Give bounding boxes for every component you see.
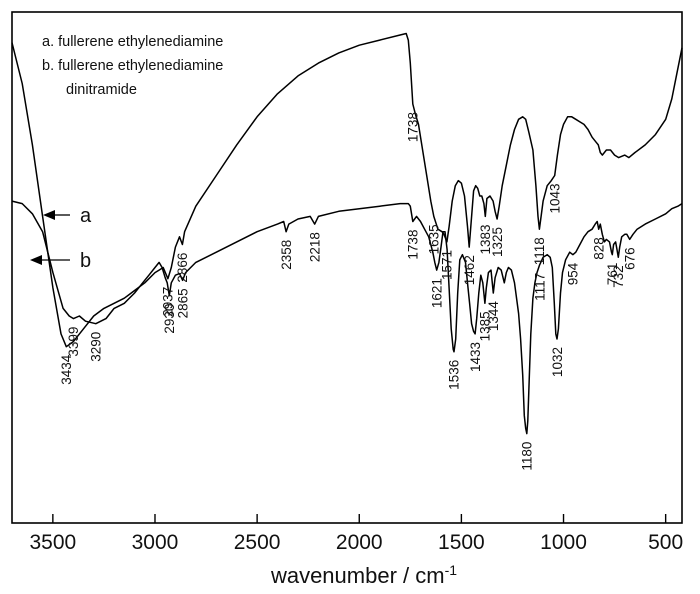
peak-label: 1738	[406, 112, 421, 142]
peak-label: 676	[622, 247, 637, 270]
peak-label: 1571	[440, 250, 455, 280]
legend-entry-a: a. fullerene ethylenediamine	[42, 34, 223, 50]
x-axis: 3500 3000 2500 2000 1500 1000 500	[29, 514, 683, 554]
peak-label: 2358	[279, 240, 294, 270]
peak-label: 1180	[520, 442, 535, 471]
legend-entry-b-continued: dinitramide	[66, 82, 137, 98]
curve-label-a-group: a	[43, 205, 92, 227]
peak-label: 2930	[162, 304, 177, 334]
curve-label-b-group: b	[30, 250, 91, 272]
peak-label: 2865	[175, 288, 190, 318]
peak-label: 828	[591, 237, 606, 260]
plot-frame	[11, 11, 683, 524]
peak-label: 1621	[429, 278, 444, 308]
curve-label-b-arrow-head	[30, 255, 42, 265]
peak-label: 1536	[447, 360, 462, 390]
peak-label: 1385	[478, 311, 493, 341]
legend-entry-b: b. fullerene ethylenediamine	[42, 58, 223, 74]
peak-label: 1738	[406, 230, 421, 260]
series-line-b	[11, 200, 683, 435]
curve-label-a-arrow-head	[43, 210, 55, 220]
peak-label: 1043	[547, 183, 562, 213]
peak-label: 761	[605, 263, 620, 286]
x-tick-label: 1000	[540, 531, 587, 554]
series-layer	[11, 32, 683, 435]
peak-label: 3399	[66, 327, 81, 357]
peak-label: 954	[566, 262, 581, 285]
peak-label: 1344	[486, 301, 501, 332]
peak-label: 1462	[462, 255, 477, 285]
peak-label: 3434	[59, 354, 74, 385]
peak-label: 1325	[490, 227, 505, 257]
peak-label: 1433	[468, 342, 483, 372]
x-tick-label: 2000	[336, 531, 383, 554]
peak-label: 1117	[532, 273, 547, 301]
series-line-a	[11, 32, 683, 348]
peak-label: 1383	[478, 224, 493, 254]
x-tick-label: 1500	[438, 531, 485, 554]
curve-label-b: b	[80, 250, 91, 272]
peak-label: 2937	[161, 287, 176, 317]
peak-label: 2218	[307, 232, 322, 262]
x-axis-title: wavenumber / cm-1	[270, 562, 457, 588]
x-tick-label: 500	[648, 531, 683, 554]
legend: a. fullerene ethylenediamine b. fulleren…	[42, 34, 223, 98]
x-tick-label: 2500	[234, 531, 281, 554]
peak-label: 1032	[550, 347, 565, 377]
x-axis-title-superscript: -1	[445, 562, 458, 578]
peak-label: 1635	[427, 224, 442, 254]
x-tick-label: 3000	[132, 531, 179, 554]
peak-label: 1118	[532, 237, 547, 265]
peak-label: 732	[611, 265, 626, 288]
curve-label-a: a	[80, 205, 92, 227]
x-tick-label: 3500	[29, 531, 76, 554]
x-axis-title-text: wavenumber / cm	[270, 563, 445, 588]
peak-label: 2866	[175, 253, 190, 283]
peak-label: 3290	[89, 332, 104, 362]
